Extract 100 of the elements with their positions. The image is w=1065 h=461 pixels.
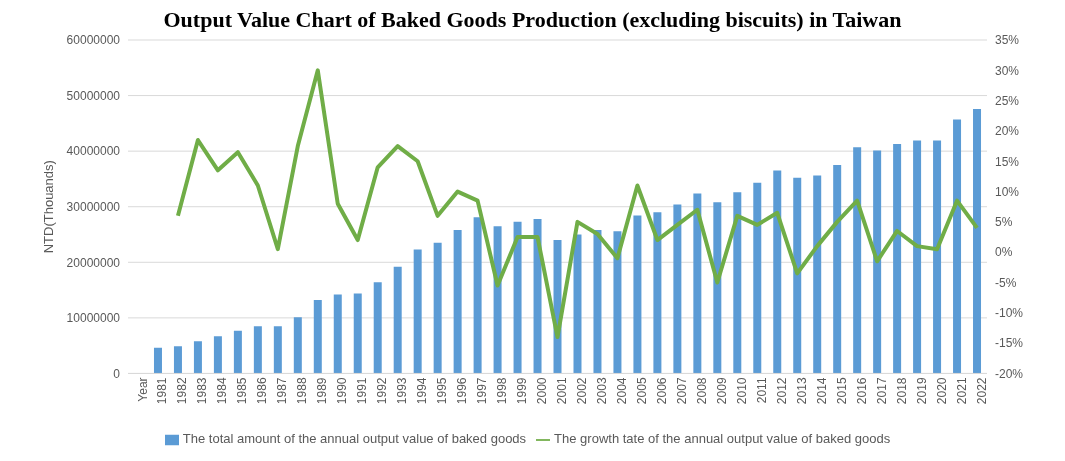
x-tick-label: 2006 — [654, 377, 669, 405]
x-tick-label: 1991 — [355, 377, 370, 405]
y2-tick-label: 10% — [995, 184, 1020, 199]
bar — [793, 177, 802, 374]
x-tick-label: 2016 — [854, 377, 869, 405]
x-tick-label: 1996 — [455, 377, 470, 405]
x-tick-label: 2011 — [754, 377, 769, 404]
y2-tick-label: 0% — [995, 245, 1013, 260]
x-tick-label: Year — [135, 377, 150, 402]
line-series — [175, 68, 980, 340]
y2-tick-label: 15% — [995, 154, 1020, 169]
bar — [513, 221, 522, 374]
x-tick-label: 2022 — [974, 377, 989, 405]
x-tick-label: 2014 — [814, 377, 829, 405]
y-tick-label: 60000000 — [66, 33, 121, 48]
bar — [353, 293, 362, 374]
bar — [893, 143, 902, 374]
bar — [153, 347, 162, 374]
bar — [173, 346, 182, 374]
bar — [573, 234, 582, 374]
bar — [433, 242, 442, 374]
y-axis-title: NTD(Thouands) — [40, 160, 56, 254]
bar — [493, 226, 502, 374]
bar — [453, 230, 462, 374]
bar — [833, 165, 842, 374]
x-tick-label: 1986 — [255, 377, 270, 405]
bar — [733, 192, 742, 374]
bar — [953, 119, 962, 374]
bar — [273, 326, 282, 374]
bar — [653, 212, 662, 374]
x-tick-label: 1997 — [475, 377, 490, 405]
x-tick-label: 2013 — [794, 377, 809, 405]
x-tick-label: 1998 — [495, 377, 510, 405]
y-tick-label: 20000000 — [66, 255, 121, 270]
bar — [873, 150, 882, 374]
bar — [973, 108, 982, 374]
legend-label: The total amount of the annual output value of baked goods — [182, 431, 527, 447]
legend-label: The growth tate of the annual output value of baked goods — [554, 431, 891, 447]
bar — [693, 193, 702, 374]
x-tick-label: 2015 — [834, 377, 849, 405]
x-tick-label: 2001 — [555, 377, 570, 405]
bar — [193, 341, 202, 374]
x-tick-label: 1993 — [395, 377, 410, 405]
y2-tick-label: 20% — [995, 124, 1020, 139]
x-tick-label: 2007 — [674, 377, 689, 405]
x-tick-label: 1982 — [175, 377, 190, 405]
y2-tick-label: -5% — [995, 275, 1017, 290]
x-tick-label: 1981 — [155, 377, 170, 405]
x-tick-label: 1992 — [375, 377, 390, 405]
x-tick-label: 2005 — [634, 377, 649, 405]
x-tick-label: 1985 — [235, 377, 250, 405]
y-tick-label: 40000000 — [66, 144, 121, 159]
y2-tick-label: -15% — [995, 336, 1024, 351]
bar — [253, 326, 262, 374]
bar — [753, 182, 762, 374]
y2-tick-label: -20% — [995, 366, 1024, 381]
x-tick-label: 2020 — [934, 377, 949, 405]
y-tick-label: 50000000 — [66, 88, 121, 103]
x-tick-label: 1989 — [315, 377, 330, 405]
x-tick-label: 2019 — [914, 377, 929, 405]
chart-title: Output Value Chart of Baked Goods Production (excluding biscuits) in Taiwan — [162, 7, 903, 32]
x-tick-label: 2009 — [714, 377, 729, 405]
bar — [853, 147, 862, 374]
bar — [713, 202, 722, 374]
x-tick-label: 1999 — [515, 377, 530, 405]
bar — [413, 249, 422, 374]
x-tick-label: 1983 — [195, 377, 210, 405]
bar — [373, 282, 382, 374]
x-tick-label: 1994 — [415, 377, 430, 405]
bar — [673, 204, 682, 374]
bar — [333, 294, 342, 374]
bar — [293, 317, 302, 374]
x-tick-label: 1990 — [335, 377, 350, 405]
x-tick-label: 1987 — [275, 377, 290, 405]
x-tick-label: 2002 — [575, 377, 589, 405]
x-tick-label: 2012 — [774, 377, 789, 405]
x-tick-label: 1984 — [215, 377, 230, 405]
bar — [633, 215, 642, 374]
y-tick-label: 0 — [113, 366, 121, 381]
bar — [213, 336, 222, 374]
y2-tick-label: -10% — [995, 306, 1024, 321]
x-tick-label: 2003 — [594, 377, 609, 405]
y2-tick-label: 5% — [995, 215, 1013, 230]
bar — [813, 175, 822, 374]
y2-tick-label: 30% — [995, 63, 1020, 78]
y2-tick-label: 25% — [995, 93, 1020, 108]
x-tick-label: 2017 — [874, 377, 889, 405]
x-tick-label: 1988 — [295, 377, 310, 405]
x-tick-label: 2010 — [734, 377, 749, 405]
x-tick-label: 2018 — [894, 377, 909, 405]
bar — [613, 231, 622, 374]
x-tick-label: 2021 — [954, 377, 969, 405]
x-tick-label: 1995 — [435, 377, 450, 405]
x-tick-label: 2004 — [614, 377, 629, 405]
y-tick-label: 30000000 — [66, 199, 121, 214]
bar — [313, 300, 322, 374]
bar — [913, 140, 922, 374]
x-tick-label: 2000 — [535, 377, 550, 405]
bar — [233, 330, 242, 374]
bar — [593, 230, 602, 374]
